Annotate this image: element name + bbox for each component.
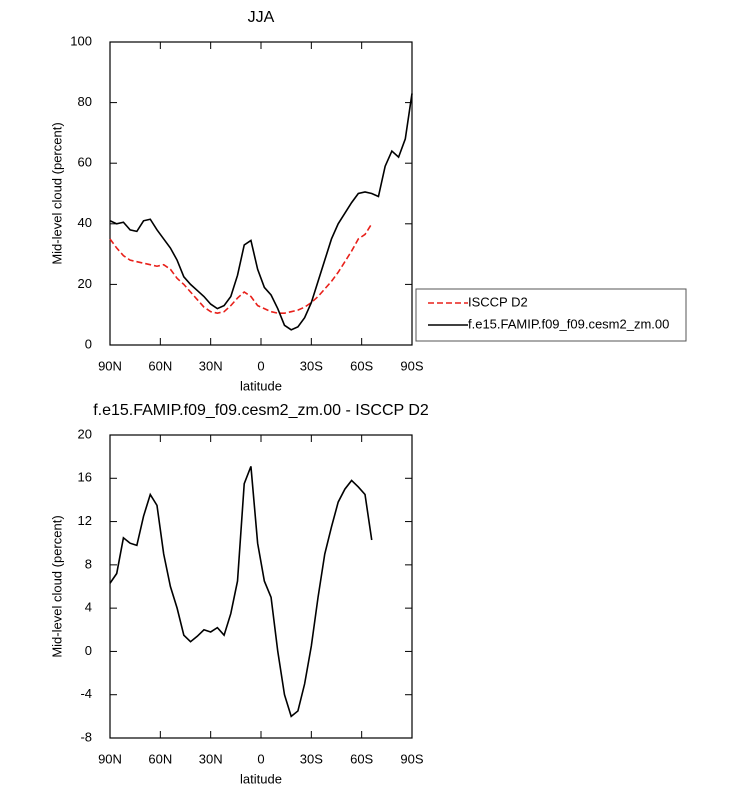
plot-frame: [109, 434, 413, 739]
legend-label: ISCCP D2: [468, 294, 528, 309]
x-tick-label: 60S: [350, 751, 373, 766]
legend-box: [415, 288, 687, 342]
y-tick-label: 20: [78, 426, 92, 441]
x-tick-label: 30S: [300, 358, 323, 373]
y-tick-label: 60: [78, 155, 92, 170]
y-axis-label: Mid-level cloud (percent): [49, 515, 64, 657]
x-tick-label: 0: [257, 751, 264, 766]
x-tick-label: 90S: [400, 358, 423, 373]
x-tick-label: 30N: [199, 751, 223, 766]
x-tick-label: 0: [257, 358, 264, 373]
x-tick-label: 60S: [350, 358, 373, 373]
y-tick-label: 80: [78, 94, 92, 109]
plot-frame: [109, 41, 413, 346]
y-tick-label: 40: [78, 215, 92, 230]
series-line: [109, 466, 373, 718]
x-tick-label: 60N: [148, 358, 172, 373]
y-axis-label: Mid-level cloud (percent): [49, 122, 64, 264]
x-tick-label: 90N: [98, 358, 122, 373]
chart-title: f.e15.FAMIP.f09_f09.cesm2_zm.00 - ISCCP …: [93, 402, 429, 419]
x-tick-label: 30S: [300, 751, 323, 766]
x-tick-label: 90N: [98, 751, 122, 766]
y-tick-label: -8: [80, 729, 92, 744]
legend-label: f.e15.FAMIP.f09_f09.cesm2_zm.00: [468, 316, 669, 331]
y-tick-label: 12: [78, 513, 92, 528]
x-tick-label: 30N: [199, 358, 223, 373]
y-tick-label: 16: [78, 470, 92, 485]
chart-title: JJA: [248, 9, 275, 26]
x-tick-label: 60N: [148, 751, 172, 766]
y-tick-label: 100: [70, 33, 92, 48]
y-tick-label: -4: [80, 686, 92, 701]
series-line: [109, 93, 413, 331]
x-tick-label: 90S: [400, 751, 423, 766]
y-tick-label: 20: [78, 276, 92, 291]
y-tick-label: 0: [85, 336, 92, 351]
y-tick-label: 8: [85, 556, 92, 571]
x-axis-label: latitude: [240, 771, 282, 786]
x-axis-label: latitude: [240, 378, 282, 393]
y-tick-label: 4: [85, 600, 92, 615]
y-tick-label: 0: [85, 643, 92, 658]
series-line: [109, 223, 373, 315]
